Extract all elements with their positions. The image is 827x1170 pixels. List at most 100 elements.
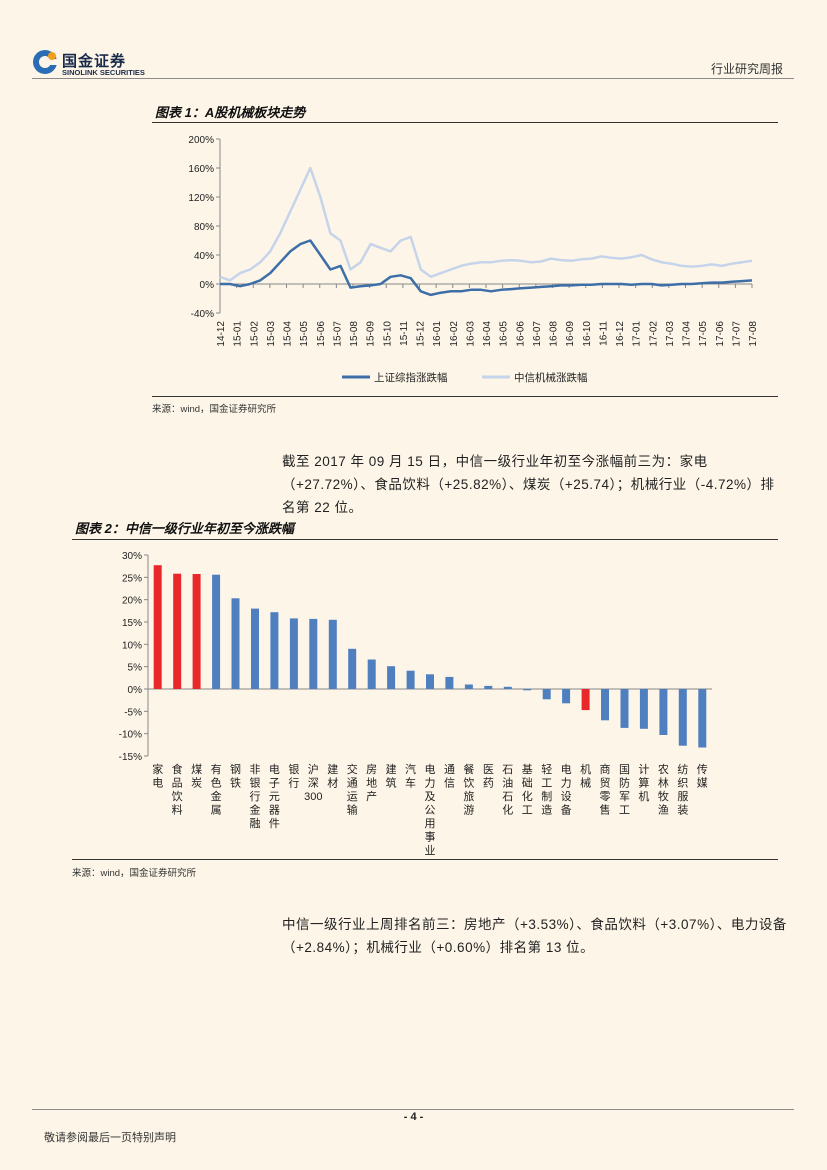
header: 国金证券 SINOLINK SECURITIES 行业研究周报	[0, 0, 827, 80]
bar	[426, 674, 434, 689]
bar	[387, 666, 396, 689]
category-label: 食品饮料	[172, 762, 183, 817]
bar	[231, 598, 240, 689]
bar	[581, 689, 590, 711]
x-tick-label: 17-02	[648, 321, 659, 347]
logo-name-en: SINOLINK SECURITIES	[62, 68, 145, 77]
x-tick-label: 16-10	[582, 321, 593, 347]
y-tick-label: 0%	[128, 685, 143, 696]
sinolink-logo-icon	[33, 50, 58, 74]
category-label: 纺织服装	[677, 762, 688, 817]
bar	[601, 689, 609, 721]
x-tick-label: 16-07	[532, 321, 543, 347]
category-label: 通信	[444, 763, 455, 790]
bar	[270, 612, 279, 689]
x-tick-label: 16-01	[432, 321, 443, 347]
bar	[212, 574, 221, 689]
category-label: 房地产	[366, 763, 377, 803]
category-label: 非银行金融	[249, 763, 260, 830]
figure2-bottom-rule	[72, 859, 778, 860]
y-tick-label: 10%	[122, 640, 142, 651]
bar-chart: -15% -10% -5% 0% 5% 10% 15% 20% 25% 30% 家电食品饮料煤炭有色…	[119, 551, 712, 857]
bar	[484, 685, 493, 689]
category-label: 医药	[483, 764, 494, 790]
line-chart: -40% 0% 40% 80% 120% 160% 200% 14-12 15-01 15-02 1…	[188, 135, 759, 384]
y-tick-label: 80%	[194, 222, 214, 233]
paragraph-1: 截至 2017 年 09 月 15 日，中信一级行业年初至今涨幅前三为：家电（+…	[282, 454, 775, 515]
figure2-source: 来源：wind，国金证券研究所	[72, 868, 197, 879]
header-rule	[32, 78, 794, 79]
x-tick-label: 15-05	[299, 321, 310, 347]
figure2-title: 图表 2：中信一级行业年初至今涨跌幅	[75, 521, 294, 536]
y-tick-label: 15%	[122, 618, 142, 629]
bar	[309, 618, 318, 689]
figure2-top-rule	[72, 539, 778, 540]
bar	[173, 573, 182, 689]
x-tick-label: 15-07	[332, 321, 343, 347]
x-tick-label: 17-08	[748, 321, 759, 347]
bar	[678, 689, 687, 746]
category-label: 计算机	[638, 763, 649, 803]
figure1-top-rule	[152, 122, 778, 123]
x-tick-label: 15-06	[316, 321, 327, 347]
figure1-bottom-rule	[152, 396, 778, 397]
x-tick-label: 17-03	[665, 321, 676, 347]
x-tick-label: 16-06	[515, 321, 526, 347]
x-tick-label: 15-03	[266, 321, 277, 347]
category-label: 传媒	[697, 763, 708, 790]
category-label: 基础化工	[522, 763, 533, 817]
y-tick-label: 25%	[122, 573, 142, 584]
bar	[464, 684, 473, 689]
bar	[367, 659, 376, 689]
category-label: 银行	[288, 762, 299, 790]
bar	[659, 689, 668, 735]
category-label: 家电	[152, 762, 163, 790]
bar	[542, 689, 551, 700]
bar	[562, 689, 571, 704]
bar	[406, 670, 415, 689]
bar	[251, 608, 259, 689]
y-tick-label: -10%	[119, 730, 142, 741]
bar	[639, 689, 648, 729]
legend-label: 中信机械涨跌幅	[514, 371, 588, 384]
category-label: 餐饮旅游	[463, 762, 474, 817]
category-label: 钢铁	[230, 763, 241, 790]
x-tick-label: 15-09	[366, 321, 377, 347]
category-label: 煤炭	[191, 763, 202, 790]
footer-rule	[32, 1109, 794, 1110]
series-line	[219, 166, 753, 282]
x-tick-label: 16-09	[565, 321, 576, 347]
y-tick-label: -40%	[191, 309, 214, 320]
page-number: - 4 -	[403, 1111, 424, 1123]
x-tick-label: 16-05	[499, 321, 510, 347]
y-tick-label: 0%	[200, 280, 215, 291]
x-tick-label: 14-12	[216, 321, 227, 347]
category-label: 农林牧渔	[658, 762, 669, 817]
category-label: 轻工制造	[541, 762, 552, 817]
paragraph-2: 中信一级行业上周排名前三：房地产（+3.53%）、食品饮料（+3.07%）、电力…	[282, 917, 787, 955]
bar	[698, 689, 707, 748]
category-label: 机械	[580, 762, 591, 790]
figure1-title: 图表 1：A股机械板块走势	[155, 105, 306, 120]
category-label: 汽车	[405, 762, 416, 790]
x-tick-label: 15-11	[399, 321, 410, 346]
category-label: 电力设备	[561, 763, 572, 817]
y-tick-label: 120%	[188, 193, 214, 204]
y-tick-label: -5%	[124, 707, 142, 718]
x-tick-label: 16-12	[615, 321, 626, 347]
x-tick-label: 16-02	[449, 321, 460, 347]
x-tick-label: 17-04	[682, 321, 693, 347]
x-tick-label: 15-02	[249, 321, 260, 347]
y-tick-label: 5%	[128, 663, 143, 674]
y-tick-label: 20%	[122, 596, 142, 607]
category-label: 建材	[327, 762, 338, 790]
category-label: 建筑	[386, 762, 397, 790]
x-tick-label: 16-04	[482, 321, 493, 347]
y-tick-label: 30%	[122, 551, 142, 562]
x-tick-label: 15-10	[382, 321, 393, 347]
category-label: 石油石化	[502, 764, 513, 817]
bar	[328, 619, 337, 689]
legend-label: 上证综指涨跌幅	[374, 371, 448, 384]
y-tick-label: 200%	[188, 135, 214, 146]
category-label: 电力及公用事业	[425, 763, 436, 857]
